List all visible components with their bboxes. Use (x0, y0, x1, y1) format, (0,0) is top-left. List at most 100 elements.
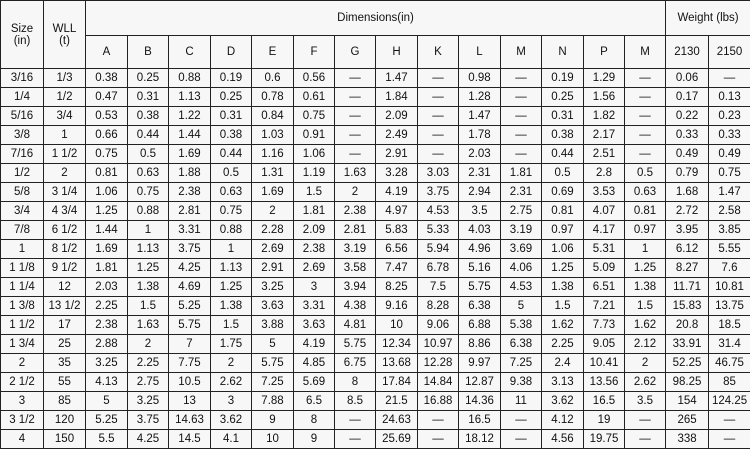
table-cell: 2.25 (128, 354, 169, 373)
dimension-column-header: P (584, 36, 625, 69)
table-cell: 4.56 (542, 430, 584, 449)
dimensions-header: Dimensions(in) (86, 1, 666, 36)
table-cell: 3.25 (128, 392, 169, 411)
table-cell: 0.79 (666, 164, 709, 183)
table-cell: 1.69 (86, 240, 128, 259)
table-cell: 19 (584, 411, 625, 430)
table-cell: 16.88 (418, 392, 459, 411)
table-cell: 2.03 (86, 278, 128, 297)
table-cell: 0.61 (294, 88, 335, 107)
table-cell: 0.81 (542, 202, 584, 221)
table-cell: 3.5 (625, 392, 666, 411)
table-cell: 4.12 (542, 411, 584, 430)
table-cell: 2.49 (376, 126, 418, 145)
table-cell: 17 (44, 316, 86, 335)
table-cell: 5.75 (252, 354, 294, 373)
table-cell: 7.5 (418, 278, 459, 297)
table-cell: 0.5 (542, 164, 584, 183)
table-cell: 4.25 (169, 259, 211, 278)
table-cell: 0.81 (625, 202, 666, 221)
table-cell: 0.97 (542, 221, 584, 240)
table-cell: 1.16 (252, 145, 294, 164)
table-cell: 2.4 (542, 354, 584, 373)
table-cell: 9.97 (459, 354, 501, 373)
table-cell: 154 (666, 392, 709, 411)
table-cell: 2 (252, 202, 294, 221)
table-cell: 5.55 (709, 240, 750, 259)
table-cell: 10.97 (418, 335, 459, 354)
table-cell: 2.94 (459, 183, 501, 202)
table-cell: 0.38 (128, 107, 169, 126)
table-cell: 0.33 (709, 126, 750, 145)
table-cell: 9.05 (584, 335, 625, 354)
table-cell: 0.38 (211, 126, 252, 145)
table-cell: 1/2 (44, 88, 86, 107)
table-cell: — (418, 88, 459, 107)
table-cell: 4.06 (501, 259, 542, 278)
table-cell: 7.25 (252, 373, 294, 392)
table-cell: 0.6 (252, 69, 294, 88)
table-cell: 0.69 (542, 183, 584, 202)
table-cell: 17.84 (376, 373, 418, 392)
table-cell: 0.38 (542, 126, 584, 145)
table-cell: 4.38 (335, 297, 376, 316)
table-cell: 0.19 (542, 69, 584, 88)
table-cell: 3 (211, 392, 252, 411)
table-cell: 2.03 (459, 145, 501, 164)
table-cell: 19.75 (584, 430, 625, 449)
table-cell: 1.82 (584, 107, 625, 126)
table-cell: 13 1/2 (44, 297, 86, 316)
table-cell: 3.75 (128, 411, 169, 430)
table-cell: 1.25 (542, 259, 584, 278)
table-cell: 0.49 (709, 145, 750, 164)
table-cell: 3.85 (709, 221, 750, 240)
table-cell: 7.47 (376, 259, 418, 278)
table-cell: 1.81 (294, 202, 335, 221)
table-cell: 338 (666, 430, 709, 449)
table-cell: 3.25 (86, 354, 128, 373)
table-cell: 1.29 (584, 69, 625, 88)
table-cell: 6.75 (335, 354, 376, 373)
table-cell: 3/16 (1, 69, 44, 88)
table-cell: 6.38 (459, 297, 501, 316)
table-cell: 4.97 (376, 202, 418, 221)
table-cell: 1.25 (128, 259, 169, 278)
table-cell: 0.25 (211, 88, 252, 107)
table-cell: 1.44 (169, 126, 211, 145)
table-cell: 2 (44, 164, 86, 183)
table-cell: 3.31 (169, 221, 211, 240)
table-cell: 5.16 (459, 259, 501, 278)
table-cell: 55 (44, 373, 86, 392)
table-cell: — (625, 430, 666, 449)
table-cell: 13.75 (709, 297, 750, 316)
table-cell: 25.69 (376, 430, 418, 449)
dimension-column-header: M (501, 36, 542, 69)
table-cell: 0.5 (211, 164, 252, 183)
table-cell: 46.75 (709, 354, 750, 373)
table-cell: 0.38 (86, 69, 128, 88)
table-cell: 2 (128, 335, 169, 354)
dimension-column-header: M (625, 36, 666, 69)
table-cell: 8.28 (418, 297, 459, 316)
table-cell: 2.25 (86, 297, 128, 316)
table-cell: 150 (44, 430, 86, 449)
table-cell: 0.13 (709, 88, 750, 107)
table-cell: 2.12 (625, 335, 666, 354)
table-cell: 2.38 (335, 202, 376, 221)
table-cell: 1 1/4 (1, 278, 44, 297)
dimension-column-header: G (335, 36, 376, 69)
table-cell: 0.5 (625, 164, 666, 183)
table-cell: 2.75 (128, 373, 169, 392)
table-cell: 5/8 (1, 183, 44, 202)
table-cell: 4.25 (128, 430, 169, 449)
table-cell: 9.06 (418, 316, 459, 335)
table-cell: 2.17 (584, 126, 625, 145)
table-cell: — (335, 107, 376, 126)
table-cell: — (418, 107, 459, 126)
table-cell: 1.38 (542, 278, 584, 297)
